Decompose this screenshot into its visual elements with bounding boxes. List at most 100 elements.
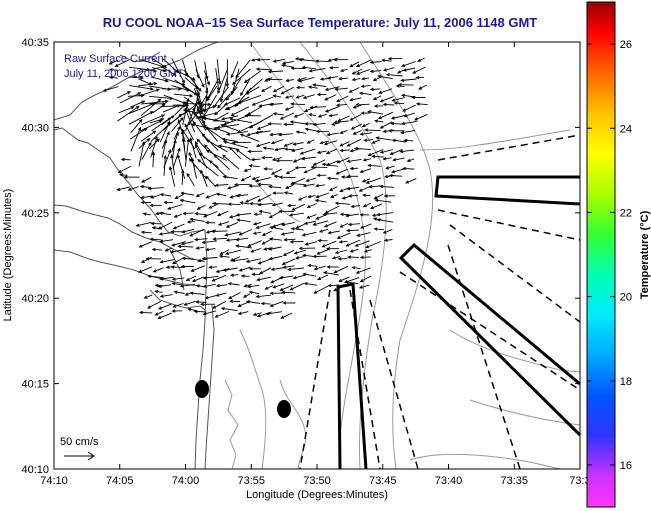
current-vector xyxy=(401,78,417,81)
current-vector xyxy=(281,86,295,95)
current-vector xyxy=(148,138,160,150)
current-vector xyxy=(184,123,194,141)
current-vector xyxy=(206,193,219,199)
current-vector xyxy=(235,59,251,78)
current-vector-head xyxy=(312,162,317,166)
current-vector xyxy=(138,89,160,97)
current-vector xyxy=(138,141,145,167)
current-vector-head xyxy=(290,148,295,153)
current-vector-head xyxy=(229,195,234,199)
current-vector xyxy=(151,117,171,132)
current-vector xyxy=(194,144,208,169)
current-vector-head xyxy=(177,119,181,123)
current-vector-head xyxy=(275,158,280,163)
current-vector-head xyxy=(338,278,343,282)
current-vector xyxy=(167,204,183,210)
current-vector xyxy=(172,282,183,286)
current-vector-head xyxy=(354,243,359,247)
current-vector-head xyxy=(167,206,172,210)
current-vector-head xyxy=(353,146,358,151)
current-vector xyxy=(360,275,372,282)
current-vector-head xyxy=(225,132,230,136)
current-vector-head xyxy=(312,254,317,259)
current-vector-head xyxy=(383,238,388,242)
current-vector xyxy=(236,194,249,197)
current-vector-head xyxy=(374,198,379,203)
current-vector-head xyxy=(149,237,154,241)
current-vector-head xyxy=(176,153,181,159)
current-vector-head xyxy=(371,213,376,217)
current-vector xyxy=(313,159,326,166)
current-vector xyxy=(203,117,230,123)
current-vector xyxy=(244,283,252,287)
channel-southeast xyxy=(398,242,582,437)
current-vector-head xyxy=(255,294,260,299)
current-vector-head xyxy=(186,97,190,102)
current-vector-head xyxy=(336,160,341,164)
current-vector xyxy=(151,57,167,68)
current-vector-head xyxy=(369,205,374,210)
current-vector-head xyxy=(349,249,354,253)
current-vector xyxy=(216,268,230,273)
current-vector xyxy=(161,140,167,158)
current-vector-head xyxy=(159,294,164,298)
current-vector-head xyxy=(158,120,163,124)
current-vector-head xyxy=(192,106,196,111)
current-vector-head xyxy=(177,147,181,152)
current-vector xyxy=(128,186,139,191)
current-vector-head xyxy=(280,91,285,95)
current-vector-head xyxy=(336,103,341,107)
current-vector xyxy=(392,139,407,143)
current-vector-head xyxy=(301,253,307,258)
current-vector xyxy=(195,213,208,216)
current-vector-head xyxy=(200,302,204,307)
current-vector-head xyxy=(338,77,343,81)
current-vector-head xyxy=(315,184,320,188)
current-vector-head xyxy=(178,113,183,117)
current-vector xyxy=(197,204,206,210)
current-vector xyxy=(174,213,183,218)
current-vector xyxy=(204,77,208,94)
current-vector-head xyxy=(284,95,289,99)
current-vector-head xyxy=(375,136,380,140)
current-vector xyxy=(219,255,230,258)
current-vector-head xyxy=(179,198,184,203)
current-vector-head xyxy=(382,68,387,72)
current-vector-head xyxy=(170,229,175,234)
current-vector-head xyxy=(336,235,341,239)
current-vector-head xyxy=(184,101,189,106)
current-vector xyxy=(308,264,318,267)
current-vector-head xyxy=(274,147,279,152)
current-vector xyxy=(401,61,416,67)
current-vector xyxy=(195,69,205,87)
current-vector-head xyxy=(373,119,379,123)
current-vector xyxy=(320,140,330,144)
current-vector-head xyxy=(196,101,201,105)
current-vector xyxy=(300,148,316,155)
current-vector-head xyxy=(245,300,250,304)
current-vector-head xyxy=(268,237,274,241)
current-vector xyxy=(391,114,406,119)
current-vector-head xyxy=(385,73,390,77)
current-vector-head xyxy=(187,307,192,312)
current-vector-head xyxy=(286,203,291,208)
current-vector-head xyxy=(256,58,261,62)
current-vector xyxy=(138,78,152,85)
current-vector xyxy=(324,94,337,101)
current-vector xyxy=(215,311,230,318)
current-vector-head xyxy=(181,79,185,84)
current-vector-head xyxy=(351,71,356,75)
current-vector xyxy=(392,97,406,102)
current-vector-head xyxy=(367,110,372,114)
current-vector-head xyxy=(202,276,207,280)
current-vector-head xyxy=(322,271,328,275)
current-vector-head xyxy=(400,130,405,135)
current-vector xyxy=(202,257,218,259)
current-vector xyxy=(379,88,393,94)
current-vector-head xyxy=(143,127,148,132)
current-vector-head xyxy=(400,121,406,126)
current-vector-head xyxy=(302,95,307,99)
current-vector xyxy=(209,160,228,179)
current-vector xyxy=(339,240,348,243)
current-vector-head xyxy=(196,90,200,95)
